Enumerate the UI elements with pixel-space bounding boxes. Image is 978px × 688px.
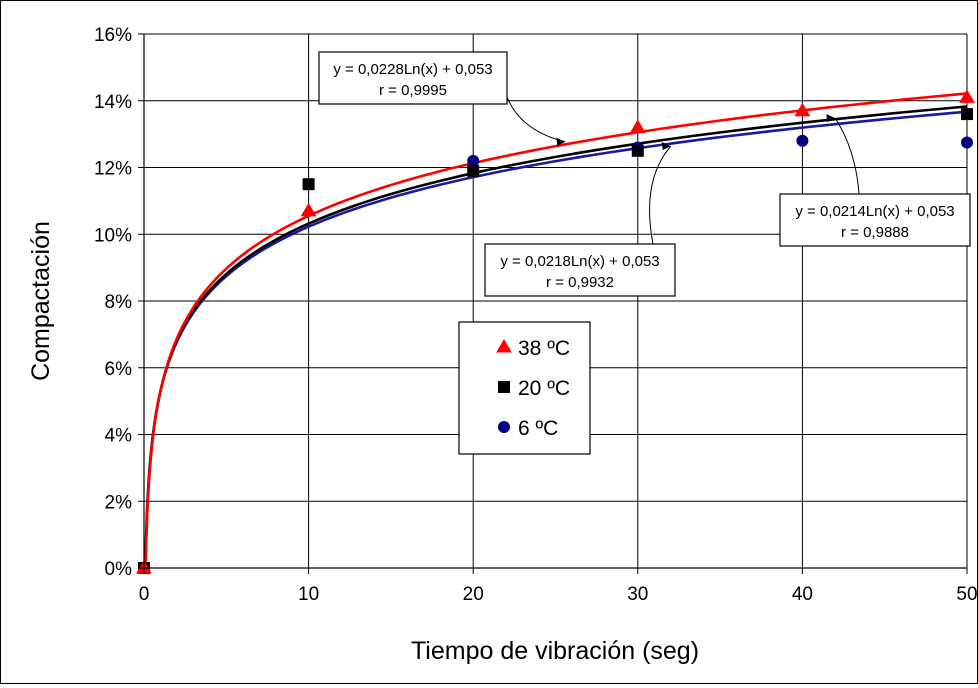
data-point-triangle xyxy=(794,102,811,117)
grid xyxy=(144,33,968,568)
equation-text: y = 0,0218Ln(x) + 0,053 xyxy=(500,253,659,270)
y-tick-label: 8% xyxy=(105,292,133,313)
data-point-circle xyxy=(961,136,973,149)
x-tick-label: 0 xyxy=(139,584,150,605)
callout-arrowhead xyxy=(826,114,836,123)
equation-annotations: y = 0,0228Ln(x) + 0,053 r = 0,9995 y = 0,0… xyxy=(318,51,971,297)
data-point-circle xyxy=(467,154,480,167)
axes: 0% 2% 4% 6% 8% 10% 12% 14% 16% 0 10 20 30 40 50 xyxy=(94,25,978,605)
data-point-triangle xyxy=(300,202,317,217)
callout-leader xyxy=(834,117,860,195)
x-axis-label: Tiempo de vibración (seg) xyxy=(411,637,699,665)
y-tick-label: 12% xyxy=(94,159,132,180)
equation-text: y = 0,0214Ln(x) + 0,053 xyxy=(795,203,954,220)
legend-marker-square xyxy=(498,381,510,393)
equation-box xyxy=(484,243,676,297)
r-value-text: r = 0,9932 xyxy=(546,274,614,291)
legend-label: 6 ºC xyxy=(518,417,558,440)
x-tick-label: 20 xyxy=(463,584,484,605)
x-tick-label: 10 xyxy=(298,584,319,605)
y-axis-label: Compactación xyxy=(27,221,55,381)
x-tick-label: 40 xyxy=(792,584,813,605)
trend-curves xyxy=(144,92,967,568)
data-point-square xyxy=(467,164,480,177)
legend-box xyxy=(458,321,591,455)
x-tick-label: 30 xyxy=(627,584,648,605)
r-value-text: r = 0,9888 xyxy=(841,224,909,241)
equation-box xyxy=(318,51,508,105)
data-point-square xyxy=(961,108,973,121)
y-tick-label: 4% xyxy=(105,426,133,447)
legend-marker-triangle xyxy=(496,339,512,353)
equation-box xyxy=(779,193,971,247)
legend-marker-circle xyxy=(498,421,510,433)
legend-label: 38 ºC xyxy=(518,337,570,360)
y-tick-label: 14% xyxy=(94,92,132,113)
data-point-square xyxy=(302,178,315,191)
callout-leader xyxy=(649,145,672,245)
data-point-triangle xyxy=(629,119,646,133)
y-tick-label: 16% xyxy=(94,25,132,46)
trend-line-38 ºC xyxy=(144,92,967,568)
legend-label: 20 ºC xyxy=(518,377,570,400)
y-tick-label: 6% xyxy=(105,359,133,380)
y-tick-label: 10% xyxy=(94,225,132,246)
callout-arrowhead xyxy=(556,137,566,146)
data-point-square xyxy=(631,144,644,157)
data-point-circle xyxy=(796,134,809,147)
r-value-text: r = 0,9995 xyxy=(379,82,447,99)
data-point-triangle xyxy=(959,89,975,103)
equation-text: y = 0,0228Ln(x) + 0,053 xyxy=(333,61,492,78)
y-tick-label: 2% xyxy=(105,492,133,513)
x-tick-label: 50 xyxy=(956,584,977,605)
legend: 38 ºC 20 ºC 6 ºC xyxy=(458,321,591,455)
callout-arrowhead xyxy=(661,142,671,151)
y-tick-label: 0% xyxy=(105,559,133,580)
